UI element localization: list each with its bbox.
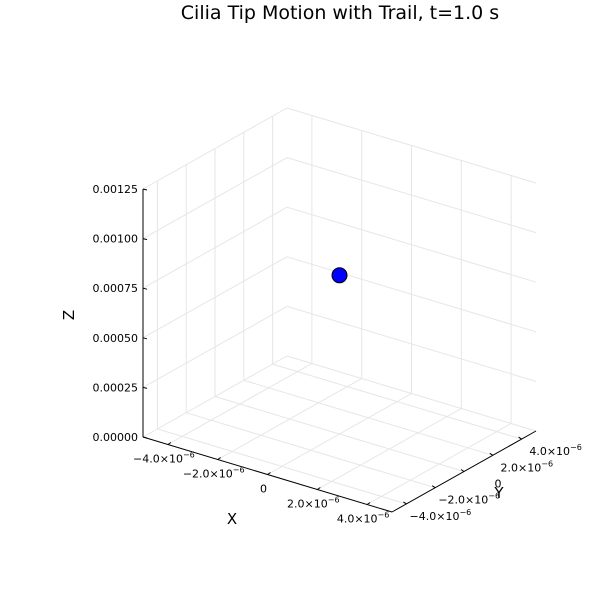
grid-line bbox=[157, 428, 407, 505]
y-tick-mark bbox=[518, 436, 522, 440]
chart-title: Cilia Tip Motion with Trail, t=1.0 s bbox=[181, 2, 499, 24]
grid-line bbox=[286, 355, 537, 432]
y-tick-label: −4.0×10−6 bbox=[410, 508, 472, 523]
y-axis-label: Y bbox=[493, 484, 504, 502]
x-tick-label: 2.0×10−6 bbox=[287, 496, 340, 511]
z-tick-label: 0.00050 bbox=[93, 332, 139, 345]
grid-line bbox=[142, 157, 288, 240]
grid-line bbox=[142, 107, 288, 190]
x-axis-label: X bbox=[227, 510, 237, 528]
z-tick-label: 0.00075 bbox=[93, 282, 139, 295]
grid-line bbox=[286, 305, 537, 382]
x-tick-mark bbox=[167, 442, 172, 445]
z-tick-label: 0.00000 bbox=[93, 431, 139, 444]
grid-line bbox=[286, 107, 537, 184]
data-points bbox=[331, 267, 348, 284]
x-tick-mark bbox=[366, 502, 371, 505]
y-tick-mark bbox=[403, 501, 407, 505]
x-tick-mark bbox=[317, 487, 321, 490]
z-tick-mark bbox=[142, 386, 148, 389]
grid-line bbox=[243, 379, 493, 456]
y-tick-mark bbox=[460, 469, 465, 472]
grid-line bbox=[286, 157, 537, 234]
tick-labels: −4.0×10−6−2.0×10−602.0×10−64.0×10−6 −4.0×… bbox=[93, 183, 582, 526]
z-tick-label: 0.00125 bbox=[93, 183, 139, 196]
grid-line bbox=[214, 396, 465, 472]
grid-line bbox=[286, 256, 537, 333]
z-tick-mark bbox=[142, 436, 148, 439]
y-tick-label: 2.0×10−6 bbox=[501, 459, 554, 474]
z-tick-mark bbox=[142, 188, 148, 191]
grid-line bbox=[142, 256, 288, 339]
grid bbox=[142, 107, 537, 505]
y-tick-label: −2.0×10−6 bbox=[438, 492, 500, 507]
z-tick-mark bbox=[142, 287, 148, 290]
y-tick-mark bbox=[431, 485, 436, 489]
x-tick-label: 0 bbox=[260, 483, 267, 496]
z-tick-mark bbox=[142, 238, 148, 241]
z-tick-label: 0.00100 bbox=[93, 233, 139, 246]
y-tick-label: 4.0×10−6 bbox=[529, 443, 582, 458]
z-tick-mark bbox=[142, 337, 148, 340]
grid-line bbox=[142, 355, 288, 438]
x-tick-label: −4.0×10−6 bbox=[133, 451, 195, 466]
z-axis-label: Z bbox=[60, 310, 78, 320]
grid-line bbox=[142, 305, 288, 388]
grid-line bbox=[142, 206, 288, 289]
y-tick-label: 0 bbox=[495, 478, 502, 491]
grid-line bbox=[272, 363, 522, 440]
grid-line bbox=[186, 412, 436, 489]
x-tick-label: −2.0×10−6 bbox=[183, 466, 245, 481]
z-tick-label: 0.00025 bbox=[93, 381, 139, 394]
x-tick-mark bbox=[217, 457, 221, 460]
grid-line bbox=[286, 206, 537, 283]
x-tick-label: 4.0×10−6 bbox=[337, 511, 390, 526]
y-tick-mark bbox=[489, 452, 494, 456]
cilia-tip-point bbox=[331, 267, 348, 284]
axes bbox=[142, 188, 537, 513]
x-tick-mark bbox=[267, 472, 271, 475]
